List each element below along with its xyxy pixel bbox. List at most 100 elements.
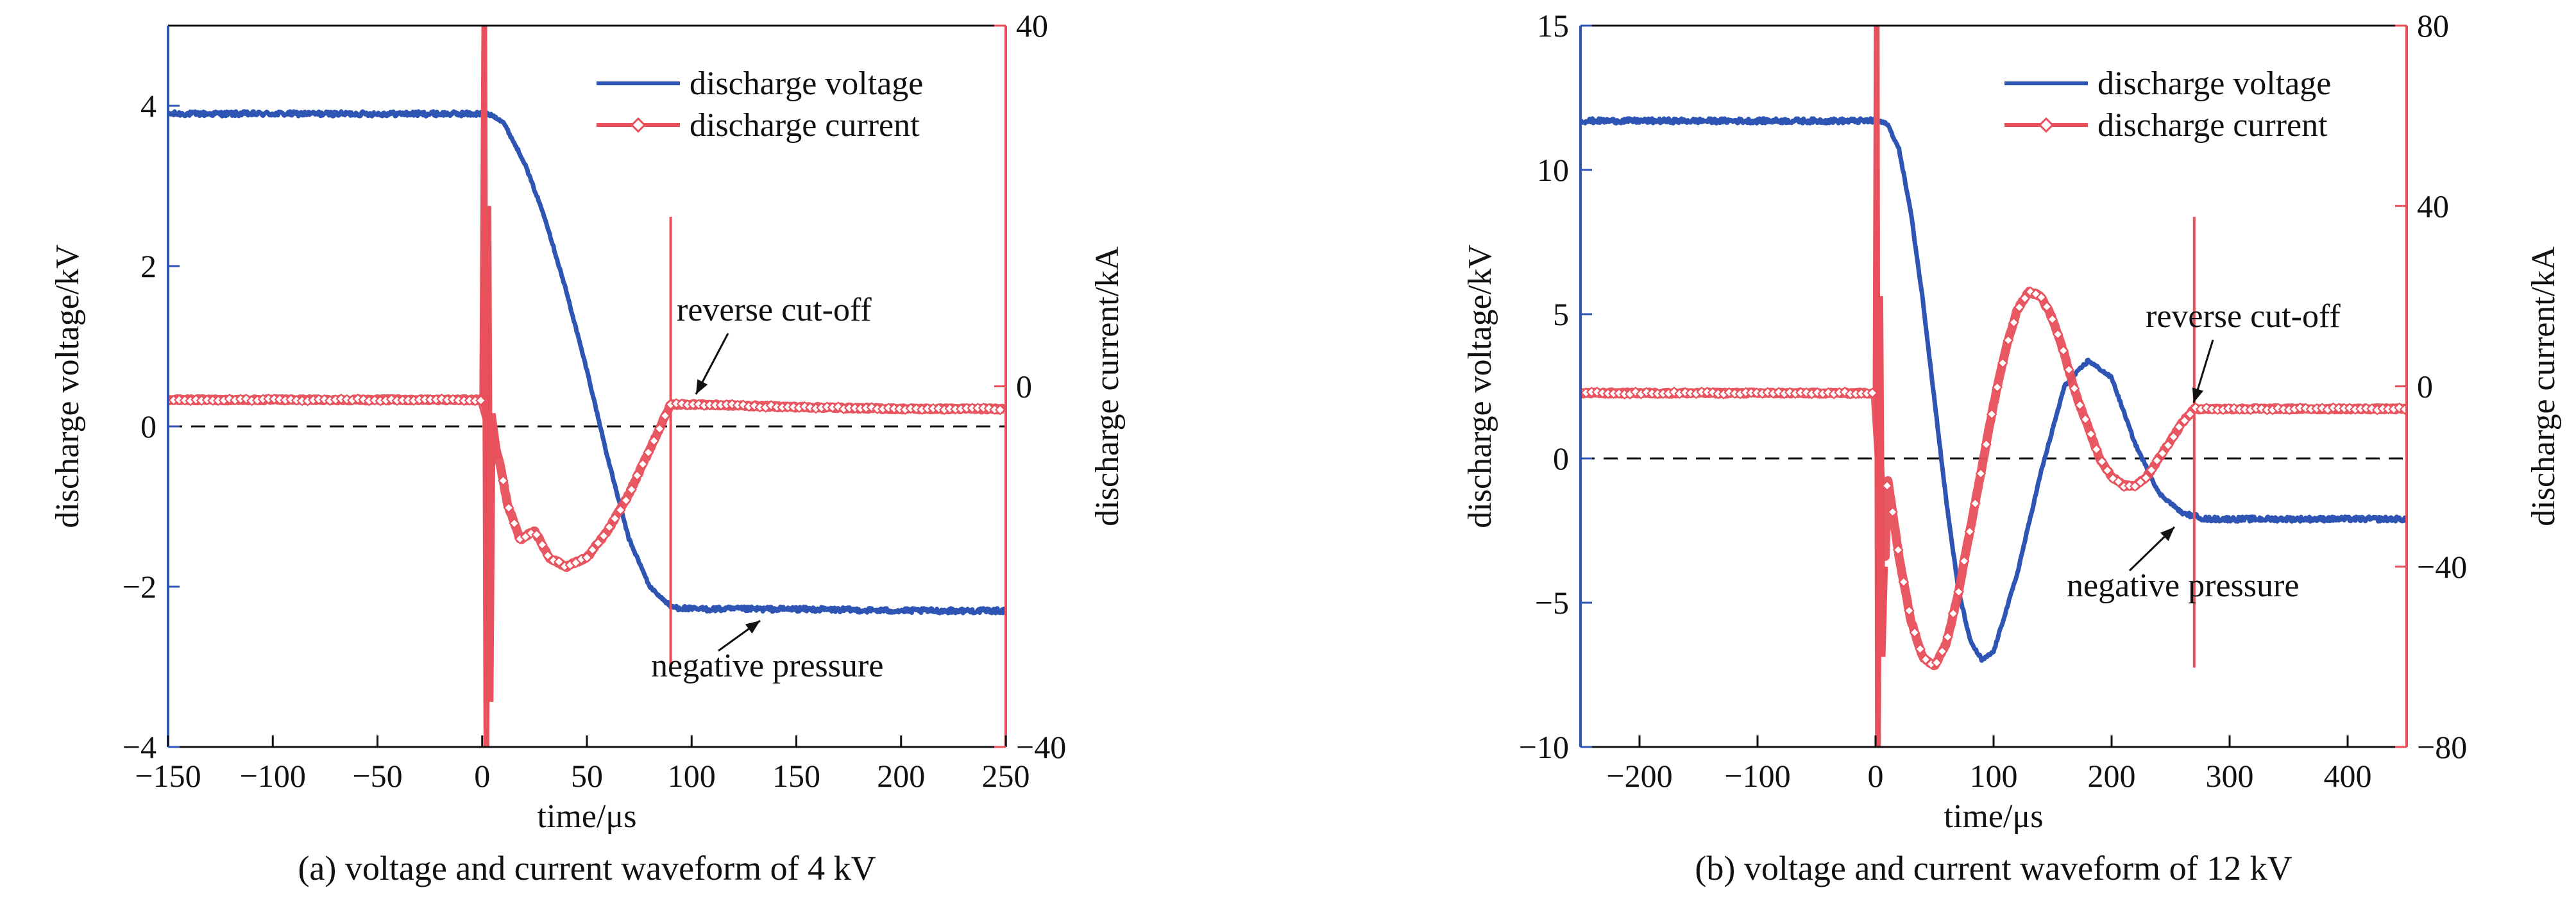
point-discharge-current xyxy=(554,556,564,567)
panel-b-annotation-negative-pressure: negative pressure xyxy=(2067,567,2299,604)
point-discharge-current xyxy=(659,410,671,421)
panel-b-annotation-reverse-cutoff: reverse cut-off xyxy=(2146,298,2341,335)
panel-a-annotations: reverse cut-off negative pressure xyxy=(651,292,883,684)
point-discharge-current xyxy=(2008,317,2019,328)
point-discharge-current xyxy=(587,544,598,555)
point-discharge-current xyxy=(2036,292,2047,303)
point-discharge-current xyxy=(2052,328,2063,340)
right-y-tick-label: −80 xyxy=(2417,729,2467,765)
point-discharge-current xyxy=(2399,404,2407,415)
right-y-tick-label: 80 xyxy=(2417,8,2449,44)
x-tick-label: −100 xyxy=(1724,758,1790,794)
chart-panel-a: −150 −100 −50 0 50 100 150 200 250−4−2024−40040 … xyxy=(49,8,1126,887)
panel-b-legend: discharge voltage discharge current xyxy=(2004,65,2331,144)
panel-a-annotation-reverse-cutoff: reverse cut-off xyxy=(677,292,872,328)
panel-a-annotation-negative-pressure: negative pressure xyxy=(651,648,883,684)
annotation-arrowhead xyxy=(2160,527,2174,541)
point-discharge-current xyxy=(2047,314,2058,325)
point-discharge-current xyxy=(626,484,638,495)
panel-b-right-axis-title: discharge current/kA xyxy=(2525,246,2562,526)
series-line-discharge-voltage xyxy=(1580,116,2407,663)
point-discharge-current xyxy=(1981,439,1992,450)
panel-b-legend-current-marker xyxy=(2038,117,2055,133)
chart-panel-b: −200 −100 0 100 200 300 400 −10 −5 0 5 10 15 −80 −40 0 4… xyxy=(1462,8,2562,887)
point-discharge-current xyxy=(542,549,554,561)
point-discharge-current xyxy=(1630,386,1641,398)
point-discharge-current xyxy=(1964,526,1976,537)
left-y-tick-label: 4 xyxy=(140,88,157,124)
point-discharge-current xyxy=(604,521,615,533)
point-discharge-current xyxy=(654,423,665,435)
x-tick-label: 250 xyxy=(982,758,1030,794)
x-tick-label: 100 xyxy=(1970,758,2018,794)
point-discharge-current xyxy=(536,539,548,550)
left-y-tick-label: 15 xyxy=(1537,8,1569,44)
left-y-tick-label: 2 xyxy=(140,248,157,284)
panel-a-plot-area xyxy=(168,26,1006,747)
series-line-discharge-voltage xyxy=(168,109,1006,616)
panel-a-left-axis-title: discharge voltage/kV xyxy=(49,244,86,528)
panel-a-caption: (a) voltage and current waveform of 4 kV xyxy=(298,849,876,887)
point-discharge-current xyxy=(1969,498,1981,509)
series-spike-discharge-current xyxy=(479,26,502,747)
right-y-tick-label: −40 xyxy=(2417,549,2467,585)
point-discharge-current xyxy=(620,494,632,506)
point-discharge-current xyxy=(1958,555,1970,567)
right-y-tick-label: 0 xyxy=(1016,369,1032,405)
point-discharge-current xyxy=(2151,455,2163,466)
point-discharge-current xyxy=(503,502,514,514)
point-discharge-current xyxy=(994,404,1006,415)
panel-a-legend-current-marker xyxy=(630,117,647,133)
left-y-tick-label: −2 xyxy=(123,569,157,605)
point-discharge-current xyxy=(1773,387,1784,398)
point-discharge-current xyxy=(614,505,626,516)
right-y-tick-label: 0 xyxy=(2417,369,2433,405)
panel-b-axes: −200 −100 0 100 200 300 400 −10 −5 0 5 10 15 −80 −40 0 4… xyxy=(1519,8,2467,794)
point-discharge-current xyxy=(738,399,749,411)
annotation-arrowhead xyxy=(696,379,708,394)
point-discharge-current xyxy=(2113,476,2124,487)
point-discharge-current xyxy=(2157,448,2168,459)
left-y-tick-label: −10 xyxy=(1519,729,1569,765)
point-discharge-current xyxy=(598,530,609,542)
series-line-discharge-current xyxy=(168,394,1006,573)
point-discharge-current xyxy=(2168,431,2179,442)
point-discharge-current xyxy=(2184,408,2196,420)
x-tick-label: −150 xyxy=(135,758,201,794)
panel-a-legend: discharge voltage discharge current xyxy=(597,65,923,144)
point-discharge-current xyxy=(1997,357,2008,369)
x-tick-label: 50 xyxy=(571,758,603,794)
point-discharge-current xyxy=(2013,301,2025,313)
panel-b-legend-current-label: discharge current xyxy=(2097,107,2328,144)
point-discharge-current xyxy=(765,400,777,411)
point-discharge-current xyxy=(1992,382,2003,393)
left-y-tick-label: 0 xyxy=(1553,440,1569,476)
point-discharge-current xyxy=(1898,576,1910,588)
left-y-tick-label: 0 xyxy=(140,408,157,444)
point-discharge-current xyxy=(548,555,559,566)
point-discharge-current xyxy=(1892,544,1904,556)
point-discharge-current xyxy=(1942,632,1953,642)
x-tick-label: −200 xyxy=(1606,758,1672,794)
point-discharge-current xyxy=(2003,335,2014,346)
panel-a-legend-voltage-label: discharge voltage xyxy=(690,65,923,102)
point-discharge-current xyxy=(637,458,648,470)
panel-b-left-axis-title: discharge voltage/kV xyxy=(1462,244,1498,528)
panel-a-legend-current-label: discharge current xyxy=(690,107,920,144)
point-discharge-current xyxy=(2069,383,2080,394)
point-discharge-current xyxy=(2102,465,2113,476)
series-spike-discharge-current xyxy=(1872,26,1888,747)
panel-a-right-axis-title: discharge current/kA xyxy=(1089,246,1126,526)
point-discharge-current xyxy=(581,552,593,563)
point-discharge-current xyxy=(592,537,604,549)
point-discharge-current xyxy=(2096,456,2108,467)
point-discharge-current xyxy=(609,513,620,524)
point-discharge-current xyxy=(648,435,659,446)
x-tick-label: 100 xyxy=(668,758,716,794)
point-discharge-current xyxy=(833,401,844,412)
point-discharge-current xyxy=(631,470,643,482)
panel-b-plot-area xyxy=(1580,26,2407,747)
point-discharge-current xyxy=(1953,586,1965,598)
panel-a-x-axis-title: time/μs xyxy=(538,798,637,835)
